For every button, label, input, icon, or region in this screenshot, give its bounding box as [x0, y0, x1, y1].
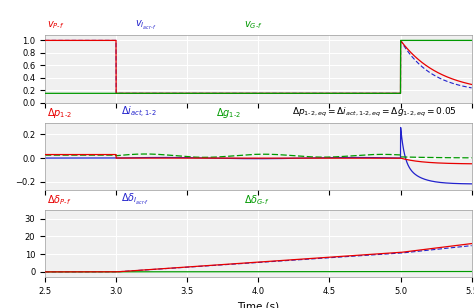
Text: $\Delta g_{1\text{-}2}$: $\Delta g_{1\text{-}2}$	[216, 106, 241, 120]
X-axis label: Time (s): Time (s)	[237, 302, 279, 308]
Text: $\Delta p_{1\text{-}2,eq} = \Delta i_{act,1\text{-}2,eq} = \Delta g_{1\text{-}2,: $\Delta p_{1\text{-}2,eq} = \Delta i_{ac…	[292, 106, 456, 119]
Text: $\Delta i_{act,1\text{-}2}$: $\Delta i_{act,1\text{-}2}$	[121, 105, 157, 120]
Text: $\Delta p_{1\text{-}2}$: $\Delta p_{1\text{-}2}$	[47, 106, 73, 120]
Text: $\Delta\delta_{G\text{-}f}$: $\Delta\delta_{G\text{-}f}$	[244, 193, 270, 207]
Text: $v_{P\text{-}f}$: $v_{P\text{-}f}$	[47, 19, 65, 31]
Text: $v_{I_{acr\text{-}f}}$: $v_{I_{acr\text{-}f}}$	[135, 19, 156, 32]
Text: $v_{G\text{-}f}$: $v_{G\text{-}f}$	[244, 19, 263, 31]
Text: $\Delta\delta_{I_{acr\text{-}f}}$: $\Delta\delta_{I_{acr\text{-}f}}$	[121, 192, 149, 208]
Text: $\Delta\delta_{P\text{-}f}$: $\Delta\delta_{P\text{-}f}$	[47, 193, 72, 207]
